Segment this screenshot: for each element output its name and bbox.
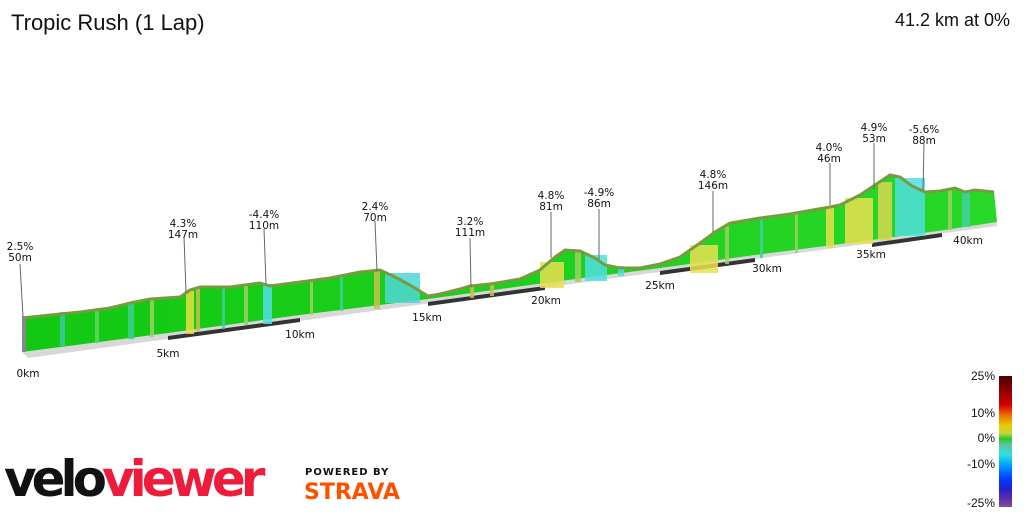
tick-25km: 25km	[645, 280, 675, 292]
route-title: Tropic Rush (1 Lap)	[11, 10, 205, 35]
tick-20km: 20km	[531, 295, 561, 307]
tick-0km: 0km	[17, 368, 40, 380]
annotation-length: 111m	[455, 227, 485, 239]
annotation-gradient: 2.5%	[7, 241, 34, 253]
strava-logo: STRAVA	[304, 480, 400, 505]
annotation-length: 86m	[587, 198, 611, 210]
annotation-length: 147m	[168, 229, 198, 241]
tick-30km: 30km	[752, 263, 782, 275]
tick-15km: 15km	[412, 312, 442, 324]
annotation-gradient: 4.8%	[538, 190, 565, 202]
legend-label-min: -25%	[966, 496, 995, 510]
legend-label-10: 10%	[970, 406, 995, 420]
annotation-length: 46m	[817, 153, 841, 165]
annotation-gradient: 3.2%	[457, 216, 484, 228]
annotation-gradient: 4.3%	[170, 218, 197, 230]
annotation-length: 70m	[363, 212, 387, 224]
tick-40km: 40km	[953, 235, 983, 247]
annotation-length: 146m	[698, 180, 728, 192]
climb-annotation-lines	[19, 143, 925, 318]
tick-10km: 10km	[285, 329, 315, 341]
annotation-gradient: -4.9%	[584, 187, 614, 199]
annotation-length: 110m	[249, 220, 279, 232]
legend-label-max: 25%	[970, 369, 995, 383]
tick-35km: 35km	[856, 249, 886, 261]
logo-viewer: viewer	[102, 450, 265, 508]
elevation-profile	[21, 173, 997, 352]
annotation-gradient: 4.0%	[816, 142, 843, 154]
annotation-length: 50m	[8, 252, 32, 264]
distance-axis: 0km 5km 10km 15km 20km 25km 30km 35km 40…	[17, 235, 983, 380]
gradient-legend: 25% 10% 0% -10% -25%	[942, 369, 1022, 511]
annotation-gradient: -5.6%	[909, 124, 939, 136]
annotation-length: 88m	[912, 135, 936, 147]
annotation-gradient: 2.4%	[362, 201, 389, 213]
route-summary: 41.2 km at 0%	[894, 10, 1010, 30]
annotation-gradient: 4.8%	[700, 169, 727, 181]
legend-label-0: 0%	[977, 431, 995, 445]
powered-by-text: POWERED BY	[305, 467, 390, 478]
annotation-length: 53m	[862, 133, 886, 145]
annotation-length: 81m	[539, 201, 563, 213]
veloviewer-logo: veloviewer	[4, 454, 265, 504]
annotation-gradient: -4.4%	[249, 209, 279, 221]
logo-velo: velo	[4, 450, 107, 508]
climb-annotations: 2.5% 50m 4.3% 147m -4.4% 110m 2.4% 70m 3…	[7, 122, 940, 264]
annotation-gradient: 4.9%	[861, 122, 888, 134]
gradient-color-scale	[999, 376, 1012, 507]
tick-5km: 5km	[157, 348, 180, 360]
legend-label-neg10: -10%	[966, 457, 995, 471]
